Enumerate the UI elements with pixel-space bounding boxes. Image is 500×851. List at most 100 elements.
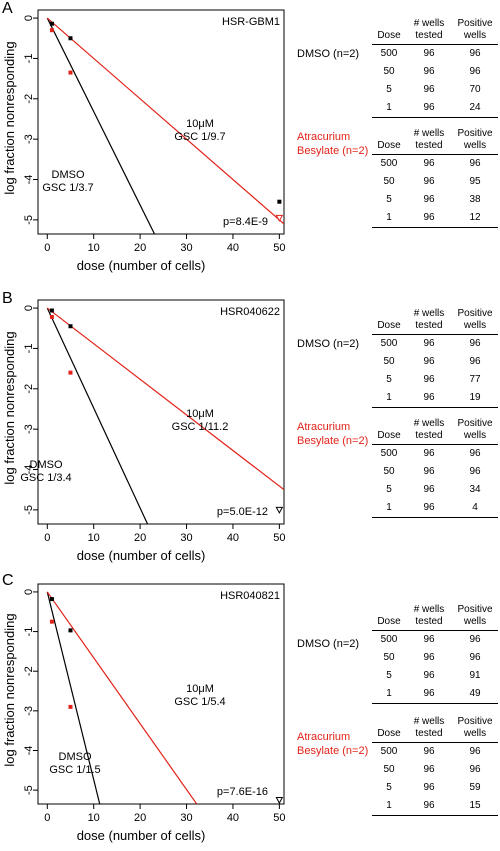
dmso-group-label: DMSO (n=2) <box>297 638 360 650</box>
table-cell: 96 <box>423 176 435 187</box>
data-point <box>275 506 284 514</box>
plot-area <box>46 307 284 524</box>
table-cell: 34 <box>469 484 481 495</box>
line-label-gsc: GSC 1/5.4 <box>174 696 225 708</box>
column-header: Dose <box>372 308 406 335</box>
table-header: Dose # wells tested Positive wells <box>372 604 498 631</box>
fit-line <box>46 307 284 491</box>
table-cell: 5 <box>386 670 392 681</box>
data-point <box>68 370 73 375</box>
table-cell: 96 <box>423 466 435 477</box>
table-cell: 96 <box>423 652 435 663</box>
dmso-table: Dose # wells tested Positive wells 500 96 96 50 9… <box>372 308 498 408</box>
y-axis-label: log fraction nonresponding <box>2 613 17 766</box>
column-header: Positive wells <box>452 128 498 155</box>
column-header: # wells tested <box>406 418 452 445</box>
dmso-table: Dose # wells tested Positive wells 500 96 96 50 9… <box>372 18 498 118</box>
table-cell: 96 <box>469 634 481 645</box>
table-cell: 96 <box>469 764 481 775</box>
fit-line <box>46 17 284 225</box>
drug-table: Dose # wells tested Positive wells 500 96 96 50 9… <box>372 128 498 228</box>
table-cell: 96 <box>423 194 435 205</box>
table-cell: 96 <box>423 48 435 59</box>
table-cell: 96 <box>469 652 481 663</box>
table-cell: 1 <box>372 389 406 408</box>
table-cell: 96 <box>423 448 435 459</box>
x-tick-label: 50 <box>273 242 285 254</box>
column-header: Dose <box>372 604 406 631</box>
table-cell: 96 <box>406 797 452 816</box>
y-tick-label: 0 <box>23 589 35 595</box>
table-cell: 96 <box>423 484 435 495</box>
table-cell: 49 <box>452 685 498 704</box>
table-row: 500 96 96 <box>372 445 498 464</box>
column-header: # wells tested <box>406 716 452 743</box>
drug-group-label: Atracurium Besylate (n=2) <box>297 730 368 758</box>
x-axis-label: dose (number of cells) <box>77 828 206 843</box>
table-row: 500 96 96 <box>372 743 498 762</box>
fit-line <box>46 591 101 804</box>
data-point <box>275 797 284 805</box>
table-cell: 1 <box>372 209 406 228</box>
p-value: p=7.6E-16 <box>217 786 268 798</box>
drug-name: Atracurium <box>297 131 351 143</box>
table-cell: 96 <box>423 670 435 681</box>
x-tick-label: 40 <box>227 532 239 544</box>
table-cell: 96 <box>423 746 435 757</box>
table-cell: 50 <box>383 652 395 663</box>
column-header: Positive wells <box>452 604 498 631</box>
table-cell: 96 <box>423 764 435 775</box>
x-tick-label: 10 <box>88 532 100 544</box>
table-cell: 500 <box>380 746 398 757</box>
table-row: 50 96 96 <box>372 63 498 81</box>
table-cell: 91 <box>469 670 481 681</box>
table-cell: 96 <box>469 338 481 349</box>
panel-letter: A <box>2 0 13 17</box>
x-tick-label: 20 <box>134 242 146 254</box>
fit-line <box>46 591 198 804</box>
x-tick-label: 50 <box>273 812 285 824</box>
plot-area <box>46 17 284 234</box>
dmso-table: Dose # wells tested Positive wells 500 96 96 50 9… <box>372 604 498 704</box>
y-tick-label: -1 <box>23 54 35 64</box>
data-point <box>49 21 54 26</box>
column-header: # wells tested <box>406 128 452 155</box>
drug-name-n: Besylate (n=2) <box>297 145 369 157</box>
table-cell: 50 <box>383 764 395 775</box>
x-tick-label: 10 <box>88 242 100 254</box>
table-row: 500 96 96 <box>372 335 498 354</box>
x-tick-label: 50 <box>273 532 285 544</box>
line-label: 10μM <box>186 408 214 420</box>
table-row: 5 96 70 <box>372 81 498 99</box>
table-row: 1 96 4 <box>372 499 498 518</box>
table-cell: 5 <box>386 374 392 385</box>
table-cell: 5 <box>386 782 392 793</box>
x-axis-label: dose (number of cells) <box>77 258 206 273</box>
table-row: 50 96 96 <box>372 463 498 481</box>
data-point <box>49 619 54 624</box>
table-row: 500 96 96 <box>372 155 498 174</box>
table-cell: 24 <box>452 99 498 118</box>
table-cell: 96 <box>469 158 481 169</box>
data-point <box>49 28 54 33</box>
y-tick-label: 0 <box>23 305 35 311</box>
table-cell: 96 <box>406 499 452 518</box>
table-cell: 5 <box>386 84 392 95</box>
plot-frame <box>37 583 285 805</box>
table-cell: 1 <box>372 99 406 118</box>
table-row: 5 96 38 <box>372 191 498 209</box>
table-header: Dose # wells tested Positive wells <box>372 128 498 155</box>
y-axis-label: log fraction nonresponding <box>2 41 17 194</box>
data-point <box>49 314 54 319</box>
line-label-gsc: GSC 1/9.7 <box>174 131 225 143</box>
table-cell: 96 <box>469 448 481 459</box>
y-tick-label: -3 <box>23 706 35 716</box>
data-point <box>68 324 73 329</box>
table-row: 50 96 95 <box>372 173 498 191</box>
x-tick-label: 40 <box>227 242 239 254</box>
y-tick-label: 0 <box>23 15 35 21</box>
table-cell: 50 <box>383 66 395 77</box>
line-label-gsc: GSC 1/1.5 <box>49 764 100 776</box>
y-tick-label: -5 <box>23 215 35 225</box>
column-header: Positive wells <box>452 18 498 45</box>
